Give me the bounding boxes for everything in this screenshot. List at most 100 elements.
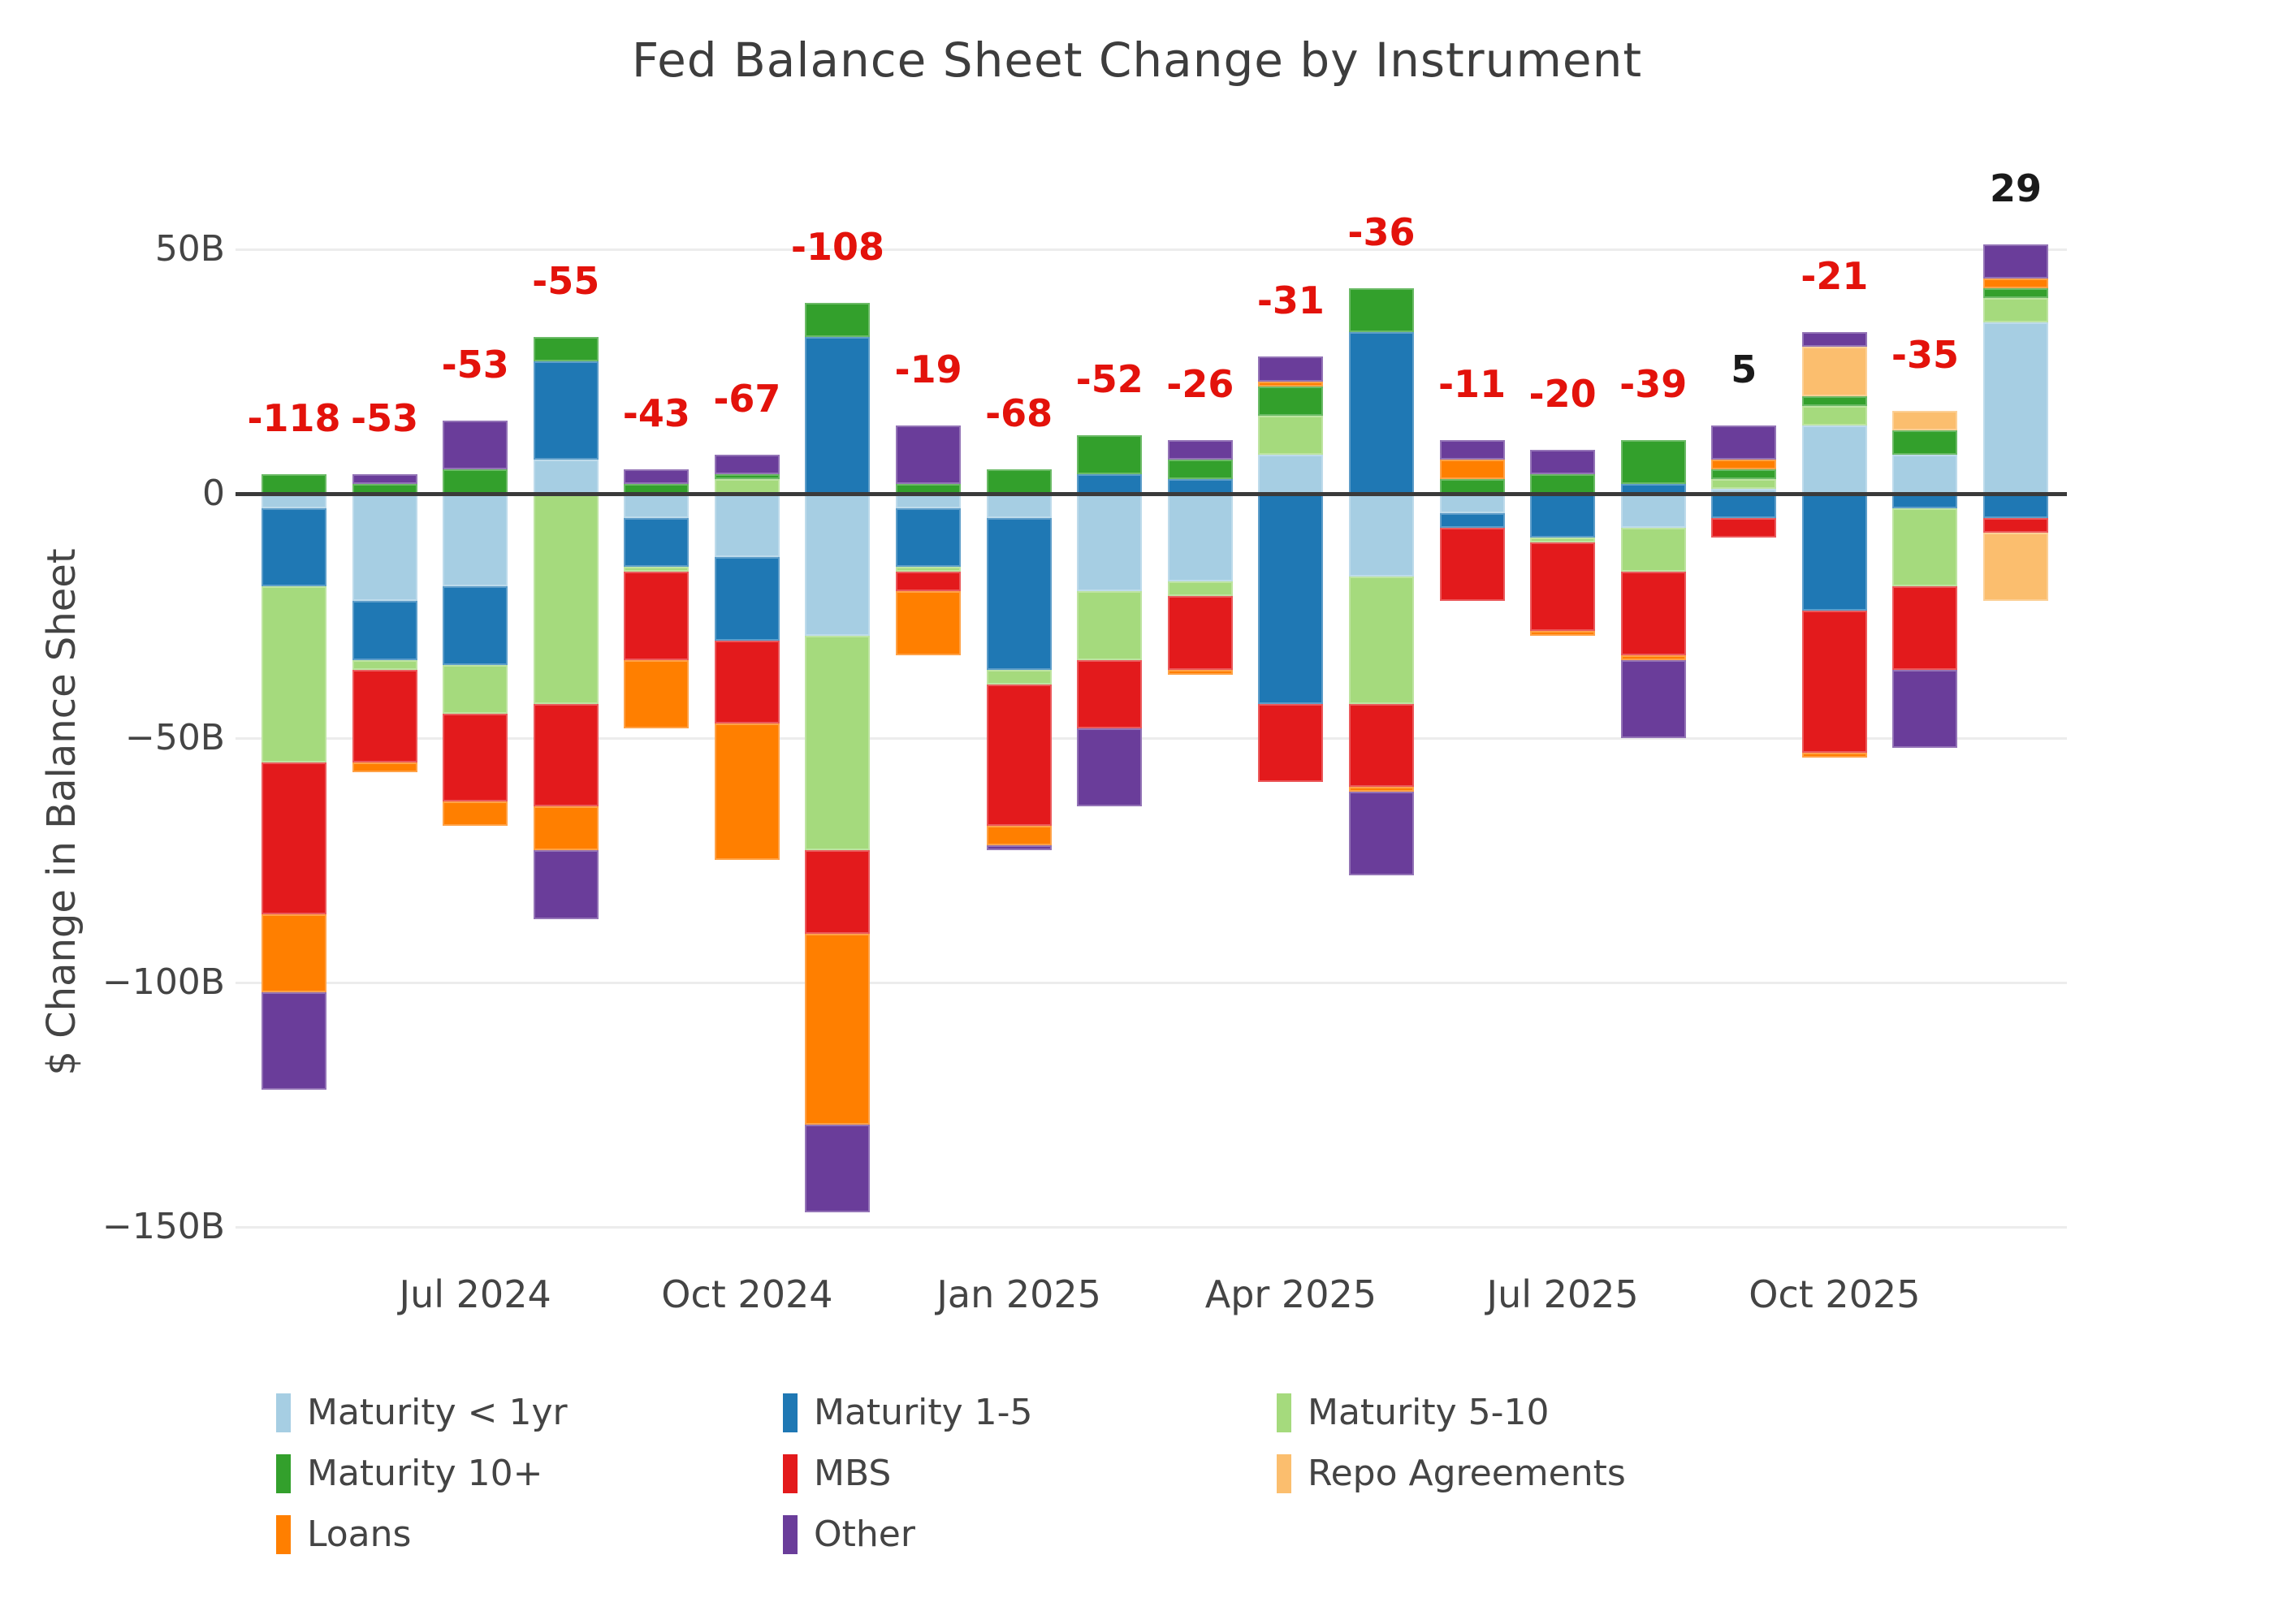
bar-total-label: -53	[441, 342, 509, 387]
legend-label: MBS	[814, 1453, 892, 1494]
bar-segment	[1620, 439, 1686, 484]
bar-segment	[896, 494, 962, 509]
x-tick-label: Apr 2025	[1204, 1272, 1377, 1316]
x-tick-label: Oct 2024	[661, 1272, 833, 1316]
y-tick-label: 50B	[154, 228, 225, 270]
legend-swatch	[276, 1515, 291, 1554]
bar-segment	[1892, 669, 1958, 749]
legend-swatch	[783, 1454, 798, 1493]
bar-segment	[1167, 478, 1233, 494]
bar-total-label: -21	[1801, 254, 1869, 299]
bar-segment	[805, 1124, 871, 1212]
bar-total-label: 5	[1731, 347, 1757, 391]
bar-total-label: -11	[1437, 361, 1507, 406]
zero-axis-line	[236, 492, 2067, 496]
bar-segment	[1439, 459, 1505, 479]
x-tick-label: Jul 2025	[1486, 1272, 1639, 1316]
bar-segment	[714, 557, 780, 641]
bar-total-label: -19	[894, 347, 962, 391]
bar-segment	[1983, 533, 2049, 602]
bar-segment	[714, 494, 780, 558]
bar-segment	[624, 494, 690, 519]
bar-segment	[1801, 347, 1867, 396]
bar-segment	[896, 483, 962, 494]
bar-segment	[986, 494, 1052, 519]
legend-swatch	[276, 1393, 291, 1432]
bar-segment	[443, 664, 508, 714]
bar-segment	[1983, 244, 2049, 279]
bar-segment	[352, 601, 417, 660]
legend-swatch	[1277, 1454, 1291, 1493]
bar-segment	[1983, 518, 2049, 533]
bar-segment	[352, 669, 417, 763]
bar-segment	[1711, 488, 1777, 494]
bar-segment	[1077, 659, 1143, 728]
bar-segment	[1439, 478, 1505, 494]
bar-total-label: -55	[532, 259, 600, 304]
bar-total-label: -31	[1256, 279, 1325, 323]
bar-segment	[1620, 494, 1686, 529]
bar-segment	[805, 494, 871, 636]
bar-segment	[1167, 459, 1233, 479]
bar-total-label: -20	[1528, 371, 1597, 416]
bar-segment	[443, 469, 508, 494]
bar-segment	[443, 420, 508, 469]
bar-segment	[1530, 473, 1596, 494]
bar-total-label: -36	[1347, 210, 1416, 255]
bar-segment	[262, 508, 326, 587]
bar-segment	[805, 850, 871, 934]
bar-segment	[262, 473, 326, 494]
bar-segment	[896, 572, 962, 592]
legend-swatch	[783, 1393, 798, 1432]
bar-segment	[1258, 494, 1324, 704]
bar-segment	[1530, 630, 1596, 636]
bar-segment	[1711, 425, 1777, 460]
bar-segment	[986, 845, 1052, 851]
bar-segment	[624, 572, 690, 660]
bar-segment	[805, 337, 871, 494]
bar-segment	[1801, 405, 1867, 425]
bar-segment	[443, 713, 508, 802]
bar-segment	[986, 826, 1052, 846]
bar-segment	[1801, 332, 1867, 348]
legend-swatch	[276, 1454, 291, 1493]
bar-segment	[1258, 356, 1324, 382]
bar-segment	[533, 494, 599, 704]
bar-segment	[352, 762, 417, 773]
legend-label: Maturity 1-5	[814, 1392, 1033, 1433]
bar-segment	[896, 508, 962, 568]
bar-segment	[1892, 508, 1958, 587]
y-tick-label: −100B	[102, 961, 225, 1003]
x-tick-label: Oct 2025	[1749, 1272, 1921, 1316]
y-tick-label: −150B	[102, 1206, 225, 1247]
bar-segment	[1711, 459, 1777, 469]
bar-segment	[805, 635, 871, 851]
bar-segment	[1711, 518, 1777, 538]
bar-segment	[262, 494, 326, 509]
bar-segment	[1439, 439, 1505, 460]
bar-total-label: -26	[1166, 361, 1234, 406]
bar-total-label: -108	[790, 225, 885, 270]
bar-segment	[352, 494, 417, 602]
bar-segment	[1167, 596, 1233, 670]
bar-segment	[533, 850, 599, 919]
bar-segment	[1983, 322, 2049, 494]
bar-segment	[1530, 538, 1596, 543]
bar-segment	[896, 425, 962, 484]
bar-total-label: -118	[247, 395, 341, 440]
y-tick-label: −50B	[124, 717, 225, 758]
bar-segment	[1348, 577, 1414, 704]
bar-segment	[1983, 279, 2049, 289]
bar-segment	[714, 473, 780, 479]
bar-segment	[533, 361, 599, 460]
bar-segment	[533, 703, 599, 807]
bar-segment	[714, 478, 780, 494]
bar-segment	[1077, 591, 1143, 660]
x-tick-label: Jul 2024	[399, 1272, 551, 1316]
gridline	[236, 1226, 2067, 1229]
legend-label: Other	[814, 1514, 915, 1555]
y-axis-title: $ Change in Balance Sheet	[39, 548, 84, 1076]
bar-segment	[262, 992, 326, 1091]
bar-total-label: -67	[713, 376, 781, 421]
